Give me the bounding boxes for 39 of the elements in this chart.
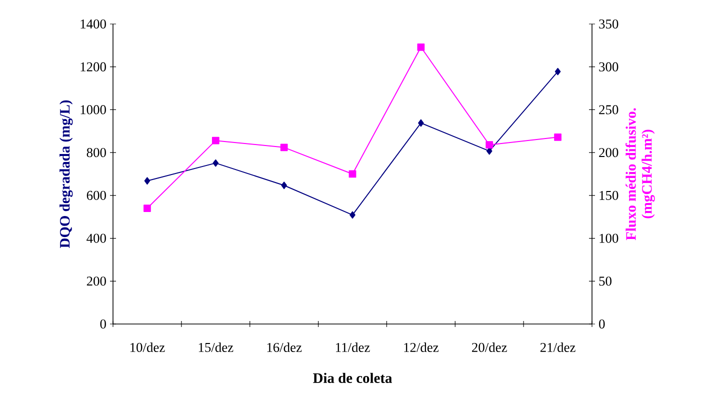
y-tick-label: 200: [86, 276, 106, 286]
y2-tick-label: 50: [599, 276, 612, 286]
x-tick-label: 10/dez: [130, 342, 165, 352]
y-tick-label: 600: [86, 190, 106, 200]
y-tick-label: 0: [100, 319, 106, 329]
x-tick-label: 16/dez: [267, 342, 302, 352]
point: [554, 133, 562, 141]
y2-tick-label: 0: [599, 319, 605, 329]
y2-axis-title: Fluxo médio difusivo. (mgCH4/h.m²): [626, 108, 655, 240]
y-tick-label: 1000: [80, 105, 106, 114]
y-tick-label: 1200: [80, 62, 106, 72]
point: [212, 136, 220, 144]
x-tick-label: 15/dez: [198, 342, 234, 352]
point: [348, 170, 356, 178]
x-tick-label: 11/dez: [336, 342, 370, 352]
point: [418, 119, 424, 127]
point: [350, 211, 356, 219]
point: [144, 177, 150, 185]
y-tick-label: 1400: [80, 19, 106, 29]
point: [212, 159, 219, 167]
y-tick-label: 400: [86, 234, 106, 243]
y2-tick-label: 150: [600, 190, 618, 200]
y2-tick-label: 250: [599, 105, 618, 114]
point: [417, 43, 425, 51]
y-tick-label: 800: [86, 148, 106, 158]
point: [280, 144, 288, 152]
x-axis-title: Dia de coleta: [313, 372, 392, 383]
x-tick-label: 20/dez: [472, 342, 507, 352]
y2-tick-label: 350: [599, 19, 618, 29]
point: [486, 141, 494, 149]
y2-tick-label: 300: [599, 62, 618, 72]
x-tick-label: 12/dez: [404, 342, 438, 352]
y-axis-title: DQO degradada (mg/L): [60, 100, 73, 248]
point: [281, 182, 287, 190]
point: [554, 68, 561, 76]
point: [144, 204, 151, 212]
x-tick-label: 21/dez: [540, 342, 576, 352]
y2-tick-label: 200: [599, 148, 618, 158]
y2-tick-label: 100: [600, 234, 618, 243]
